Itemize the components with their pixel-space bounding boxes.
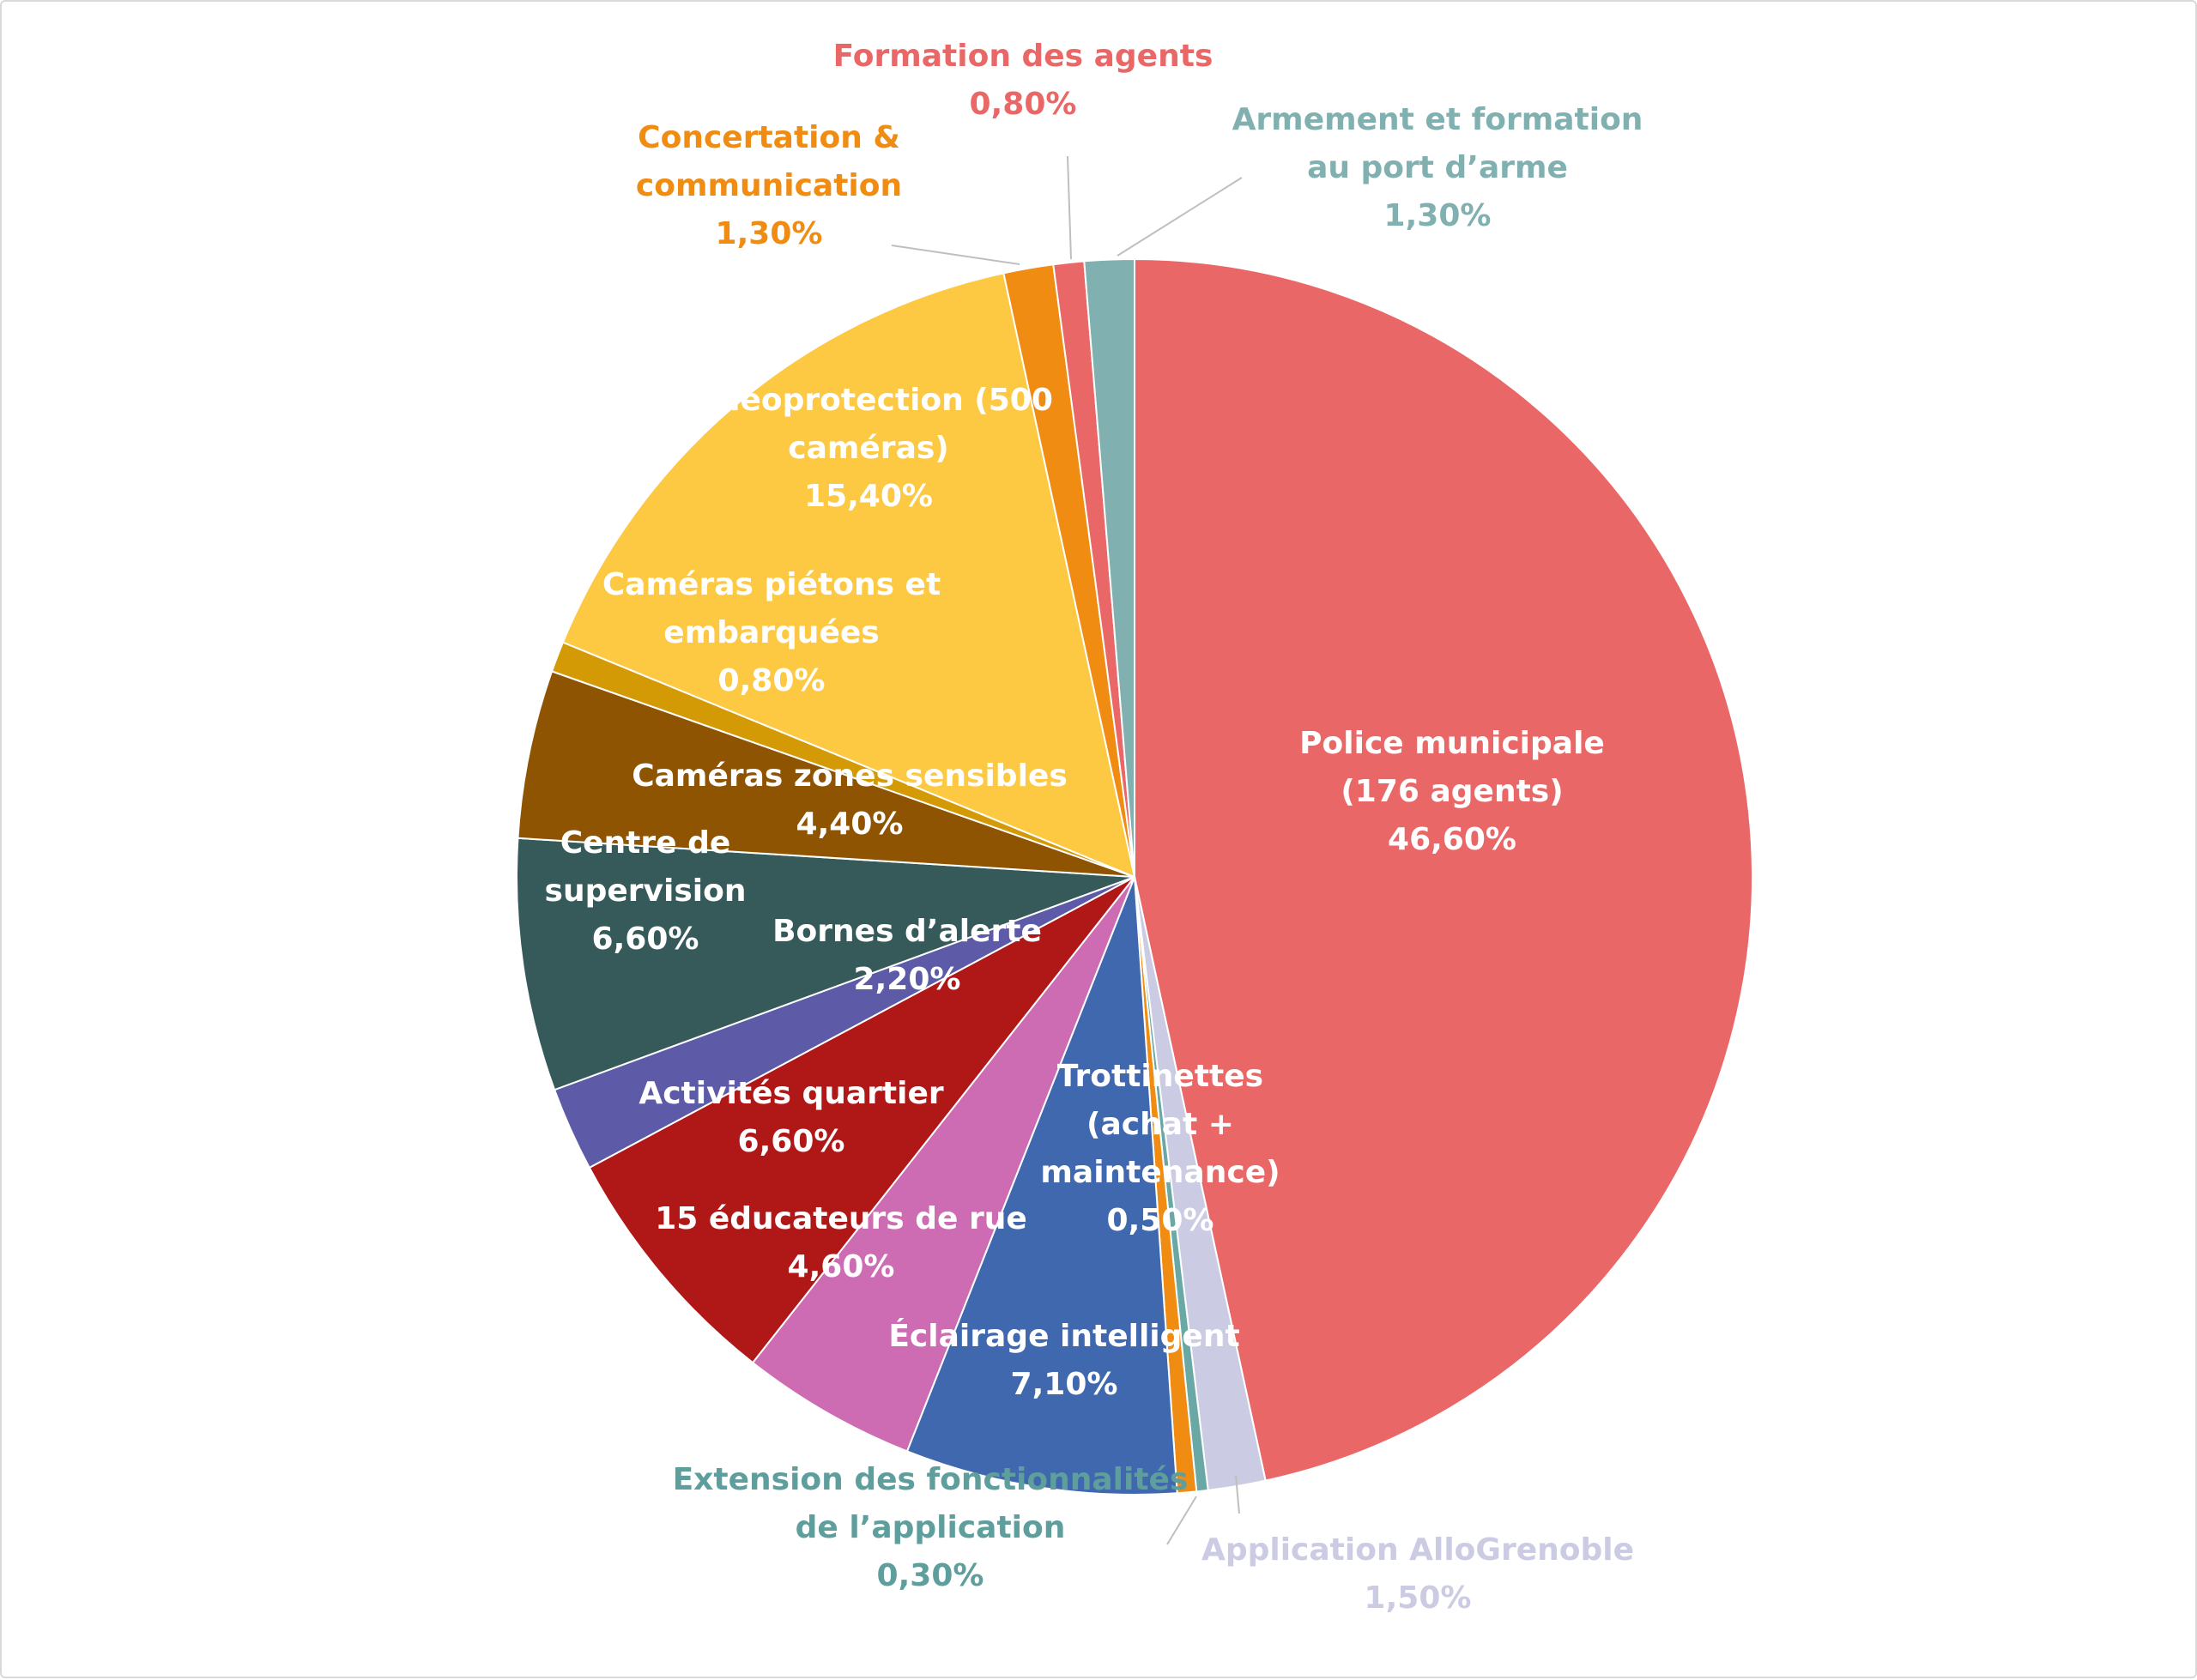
slice-label: Centre de supervision 6,60%	[545, 825, 747, 957]
slice-name-label: 15 éducateurs de rue	[655, 1201, 1027, 1236]
slice-label: Bornes d’alerte 2,20%	[772, 914, 1042, 997]
slice-value-label: 2,20%	[854, 962, 961, 997]
slice-name-label: Centre de	[560, 825, 731, 861]
slice-name-label: Caméras zones sensibles	[632, 758, 1068, 794]
leader-line	[891, 245, 1020, 265]
pie-slice	[517, 670, 1135, 878]
slice-label: Formation des agents 0,80%	[833, 39, 1213, 122]
slice-value-label: 0,80%	[718, 663, 826, 698]
slice-name-label: caméras)	[788, 431, 949, 466]
pie-slice	[1134, 257, 1753, 1482]
slice-name-label: communication	[636, 168, 902, 203]
pie-slice	[561, 272, 1136, 879]
slice-value-label: 6,60%	[738, 1124, 845, 1159]
slice-value-label: 1,50%	[1365, 1580, 1472, 1616]
leader-line	[1117, 177, 1243, 257]
slice-label: 15 éducateurs de rue 4,60%	[655, 1201, 1027, 1284]
slice-label: Application AlloGrenoble 1,50%	[1201, 1532, 1634, 1616]
slice-value-label: 46,60%	[1388, 822, 1516, 857]
slice-label: Extension des fonctionnalités de l’applic…	[673, 1462, 1189, 1593]
slice-label: Caméras piétons et embarquées 0,80%	[602, 567, 941, 698]
slice-value-label: 0,50%	[1107, 1203, 1214, 1238]
slice-name-label: Extension des fonctionnalités	[673, 1462, 1189, 1497]
slice-label: Activités quartier 6,60%	[639, 1076, 944, 1159]
slice-name-label: (achat +	[1086, 1107, 1234, 1142]
pie-slice	[751, 876, 1135, 1453]
slice-value-label: 1,30%	[1384, 198, 1492, 233]
slice-name-label: Formation des agents	[833, 39, 1213, 74]
slice-name-label: au port d’arme	[1307, 150, 1568, 185]
slice-name-label: Activités quartier	[639, 1076, 944, 1111]
leader-line	[1166, 1496, 1197, 1545]
slice-value-label: 6,60%	[592, 922, 699, 957]
slice-value-label: 15,40%	[804, 479, 933, 514]
slice-value-label: 4,40%	[796, 807, 904, 842]
slice-value-label: 1,30%	[716, 216, 823, 251]
slice-name-label: Application AlloGrenoble	[1201, 1532, 1634, 1568]
slice-name-label: (176 agents)	[1341, 774, 1563, 809]
slice-value-label: 0,80%	[970, 87, 1077, 122]
slice-label: Armement et formation au port d’arme 1,30%	[1232, 102, 1643, 233]
leader-line	[1067, 155, 1072, 260]
slice-value-label: 0,30%	[877, 1558, 984, 1593]
slice-name-label: Armement et formation	[1232, 102, 1643, 137]
slice-name-label: maintenance)	[1040, 1155, 1280, 1190]
slice-name-label: de l’application	[796, 1510, 1066, 1545]
pie-slice	[516, 837, 1135, 1091]
leader-line	[1235, 1475, 1240, 1514]
pie-slice	[905, 876, 1178, 1496]
slice-label: Vidéoprotection (500 caméras) 15,40%	[684, 383, 1053, 514]
slice-name-label: Trottinettes	[1057, 1059, 1263, 1094]
slice-label: Trottinettes (achat + maintenance) 0,50%	[1040, 1059, 1280, 1238]
slice-name-label: Caméras piétons et	[602, 567, 941, 602]
slice-value-label: 4,60%	[788, 1249, 895, 1284]
slice-name-label: Éclairage intelligent	[888, 1318, 1239, 1354]
slice-value-label: 7,10%	[1011, 1367, 1118, 1402]
slice-label: Police municipale (176 agents) 46,60%	[1299, 726, 1605, 857]
slice-name-label: Concertation &	[638, 120, 900, 155]
slice-name-label: supervision	[545, 873, 747, 909]
slice-name-label: Vidéoprotection (500	[684, 383, 1053, 418]
slice-label: Éclairage intelligent 7,10%	[888, 1318, 1239, 1402]
pie-slice	[1083, 257, 1135, 878]
slice-name-label: Police municipale	[1299, 726, 1605, 761]
slice-label: Concertation & communication 1,30%	[636, 120, 902, 251]
slice-name-label: Bornes d’alerte	[772, 914, 1042, 949]
pie-slice	[588, 876, 1135, 1364]
slice-name-label: embarquées	[663, 615, 879, 650]
slice-label: Caméras zones sensibles 4,40%	[632, 758, 1068, 842]
